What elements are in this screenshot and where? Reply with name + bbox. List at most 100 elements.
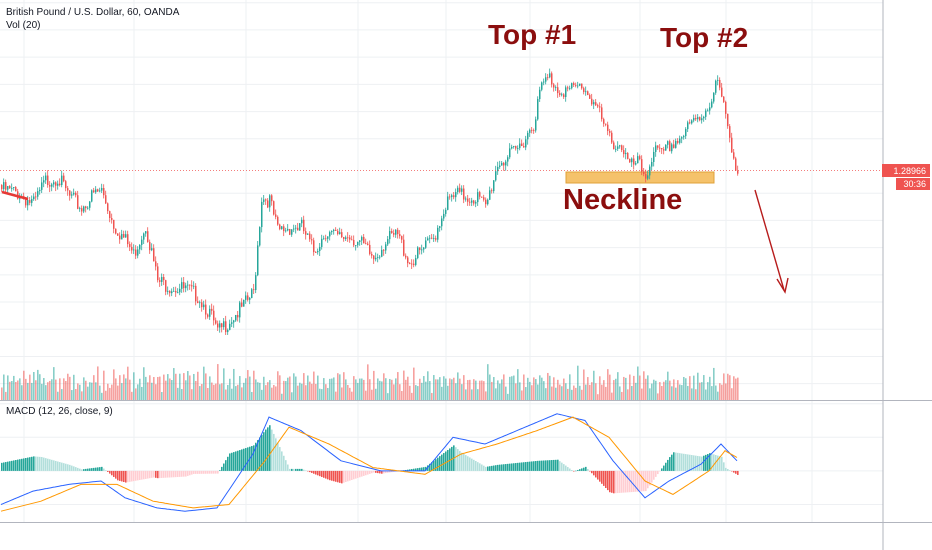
candle-body bbox=[527, 132, 529, 140]
macd-histogram-bar bbox=[323, 470, 325, 478]
candle-body bbox=[275, 214, 277, 217]
candle-body bbox=[583, 88, 585, 93]
candle-body bbox=[605, 123, 607, 125]
macd-histogram-bar bbox=[497, 464, 499, 471]
volume-bar bbox=[639, 375, 641, 400]
volume-bar bbox=[155, 384, 157, 400]
candle-body bbox=[299, 223, 301, 231]
candle-body bbox=[627, 153, 629, 159]
volume-bar bbox=[611, 392, 613, 400]
macd-histogram-bar bbox=[91, 468, 93, 471]
volume-bar bbox=[135, 388, 137, 400]
macd-histogram-bar bbox=[425, 466, 427, 471]
volume-bar bbox=[301, 383, 303, 400]
volume-bar bbox=[117, 385, 119, 400]
macd-histogram-bar bbox=[171, 470, 173, 478]
candle-body bbox=[67, 188, 69, 191]
candle-body bbox=[393, 232, 395, 235]
volume-bar bbox=[439, 377, 441, 400]
macd-histogram-bar bbox=[599, 470, 601, 482]
macd-histogram-bar bbox=[37, 456, 39, 471]
candle-body bbox=[473, 200, 475, 204]
macd-histogram-bar bbox=[381, 470, 383, 474]
macd-histogram-bar bbox=[637, 470, 639, 492]
macd-histogram-bar bbox=[85, 468, 87, 471]
volume-bar bbox=[597, 394, 599, 400]
macd-histogram-bar bbox=[329, 470, 331, 481]
volume-bar bbox=[437, 379, 439, 400]
candle-body bbox=[625, 153, 627, 155]
candle-body bbox=[385, 244, 387, 251]
macd-histogram-bar bbox=[525, 462, 527, 471]
macd-histogram-bar bbox=[483, 465, 485, 471]
candle-body bbox=[305, 231, 307, 235]
volume-bar bbox=[655, 380, 657, 400]
macd-histogram-bar bbox=[665, 462, 667, 471]
volume-bar bbox=[651, 383, 653, 400]
candle-body bbox=[617, 146, 619, 149]
volume-bar bbox=[613, 380, 615, 400]
macd-histogram-bar bbox=[101, 466, 103, 471]
candle-body bbox=[287, 228, 289, 231]
macd-histogram-bar bbox=[553, 459, 555, 471]
macd-histogram-bar bbox=[697, 455, 699, 471]
macd-histogram-bar bbox=[5, 462, 7, 471]
candle-body bbox=[395, 229, 397, 235]
macd-histogram-bar bbox=[447, 449, 449, 471]
candle-body bbox=[391, 231, 393, 233]
macd-histogram-bar bbox=[609, 470, 611, 493]
macd-histogram-bar bbox=[223, 463, 225, 471]
volume-bar bbox=[541, 377, 543, 400]
candle-body bbox=[189, 284, 191, 286]
macd-histogram-bar bbox=[721, 456, 723, 471]
volume-bar bbox=[273, 385, 275, 400]
volume-bar bbox=[585, 384, 587, 400]
candle-body bbox=[529, 129, 531, 133]
volume-bar bbox=[121, 383, 123, 400]
volume-bar bbox=[17, 380, 19, 400]
volume-bar bbox=[65, 381, 67, 400]
grid-lines bbox=[0, 0, 883, 522]
volume-bar bbox=[197, 371, 199, 400]
candle-body bbox=[679, 138, 681, 143]
macd-histogram-bar bbox=[489, 466, 491, 471]
volume-bar bbox=[241, 387, 243, 400]
candle-body bbox=[523, 146, 525, 148]
macd-histogram-bar bbox=[203, 470, 205, 474]
candle-body bbox=[349, 237, 351, 240]
candle-body bbox=[45, 175, 47, 181]
volume-bar bbox=[373, 370, 375, 400]
candle-body bbox=[709, 107, 711, 111]
volume-bar bbox=[725, 383, 727, 400]
macd-histogram-bar bbox=[363, 470, 365, 476]
candle-body bbox=[341, 232, 343, 238]
volume-bar bbox=[625, 377, 627, 400]
macd-histogram-bar bbox=[317, 470, 319, 476]
macd-histogram-bar bbox=[45, 458, 47, 471]
macd-histogram-bar bbox=[435, 459, 437, 471]
macd-histogram-bar bbox=[301, 468, 303, 471]
macd-histogram-bar bbox=[459, 450, 461, 471]
macd-histogram-bar bbox=[457, 449, 459, 471]
trend-stub-line bbox=[1, 190, 29, 201]
macd-histogram-bar bbox=[493, 465, 495, 471]
volume-bar bbox=[629, 374, 631, 400]
volume-bar bbox=[171, 380, 173, 400]
volume-bar bbox=[339, 374, 341, 400]
volume-bar bbox=[173, 368, 175, 400]
volume-bar bbox=[433, 375, 435, 400]
macd-histogram-bar bbox=[83, 469, 85, 471]
volume-bar bbox=[497, 380, 499, 400]
candle-body bbox=[439, 226, 441, 228]
macd-histogram-bar bbox=[299, 468, 301, 471]
candle-body bbox=[543, 81, 545, 83]
volume-bar bbox=[569, 374, 571, 400]
candle-body bbox=[39, 189, 41, 192]
candle-body bbox=[683, 136, 685, 138]
volume-bar bbox=[191, 389, 193, 400]
candle-body bbox=[185, 285, 187, 289]
macd-histogram-bar bbox=[3, 462, 5, 471]
macd-histogram-bar bbox=[567, 467, 569, 471]
volume-bar bbox=[103, 370, 105, 400]
